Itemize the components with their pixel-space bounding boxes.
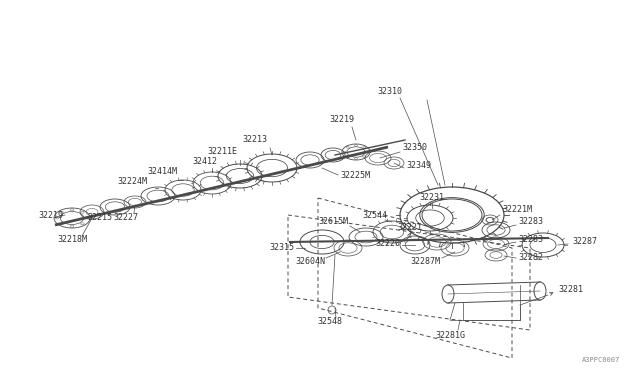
- Text: 32412: 32412: [193, 157, 218, 167]
- Text: 32315: 32315: [269, 244, 294, 253]
- Text: 32231: 32231: [419, 193, 445, 202]
- Text: 32219: 32219: [330, 115, 355, 125]
- Text: 32349: 32349: [406, 160, 431, 170]
- Text: 32227: 32227: [113, 214, 138, 222]
- Text: 32221: 32221: [397, 224, 422, 232]
- Text: 32281: 32281: [558, 285, 583, 295]
- Text: 32218M: 32218M: [57, 235, 87, 244]
- Text: A3PPC0007: A3PPC0007: [582, 357, 620, 363]
- Text: 32548: 32548: [317, 317, 342, 327]
- Text: 32287M: 32287M: [410, 257, 440, 266]
- Text: 32414M: 32414M: [147, 167, 177, 176]
- Text: 32220: 32220: [375, 238, 400, 247]
- Text: 32604N: 32604N: [295, 257, 325, 266]
- Text: 32310: 32310: [378, 87, 403, 96]
- Text: 32221M: 32221M: [502, 205, 532, 215]
- Text: 32282: 32282: [518, 253, 543, 263]
- Text: 32544: 32544: [362, 211, 387, 219]
- Text: 32219: 32219: [38, 211, 63, 219]
- Text: 32211E: 32211E: [207, 148, 237, 157]
- Text: 32225M: 32225M: [340, 170, 370, 180]
- Text: 32281G: 32281G: [435, 330, 465, 340]
- Text: 32283: 32283: [518, 235, 543, 244]
- Text: 32615M: 32615M: [318, 218, 348, 227]
- Text: 32283: 32283: [518, 218, 543, 227]
- Text: 32224M: 32224M: [117, 177, 147, 186]
- Text: 32350: 32350: [402, 144, 427, 153]
- Text: 32213: 32213: [243, 135, 268, 144]
- Text: 32287: 32287: [572, 237, 597, 247]
- Text: 32215: 32215: [88, 214, 113, 222]
